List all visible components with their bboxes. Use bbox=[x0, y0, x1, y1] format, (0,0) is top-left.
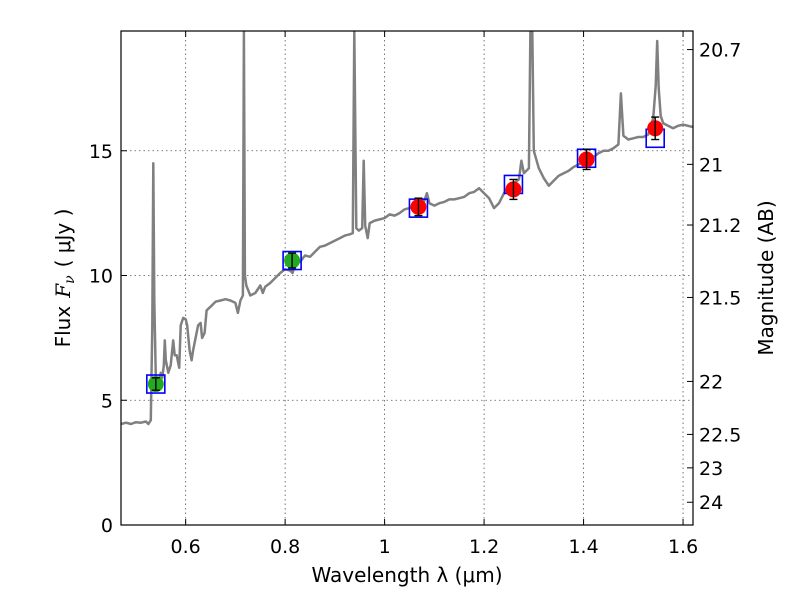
plot-frame bbox=[120, 30, 694, 526]
y-tick-label: 5 bbox=[101, 390, 113, 412]
right-tick-label: 24 bbox=[699, 492, 723, 514]
y-tick-label: 15 bbox=[89, 141, 113, 163]
y-axis-label-right: Magnitude (AB) bbox=[754, 200, 778, 355]
x-tick-label: 1.4 bbox=[568, 536, 598, 558]
model-photometry-square bbox=[282, 250, 302, 271]
observed-photometry-series bbox=[147, 116, 664, 393]
y-axis-label-unit: ( μJy ) bbox=[51, 209, 75, 268]
right-tick-label: 22.5 bbox=[699, 424, 741, 446]
spectrum-series bbox=[121, 31, 693, 426]
grid-lines bbox=[121, 31, 693, 525]
right-tick-label: 21 bbox=[699, 154, 723, 176]
spectrum-line bbox=[121, 31, 693, 426]
x-tick-label: 1.2 bbox=[469, 536, 499, 558]
right-tick-label: 21.2 bbox=[699, 215, 741, 237]
x-axis-label: Wavelength λ (μm) bbox=[311, 563, 502, 587]
y-tick-label: 0 bbox=[101, 515, 113, 537]
x-tick-label: 0.6 bbox=[171, 536, 201, 558]
x-tick-label: 1 bbox=[379, 536, 391, 558]
model-photometry-square bbox=[146, 374, 166, 394]
x-tick-label: 1.6 bbox=[668, 536, 698, 558]
y-axis-label-symbol: F bbox=[51, 283, 75, 299]
x-tick-label: 0.8 bbox=[270, 536, 300, 558]
axis-ticks: 0.6 0.8 1 1.2 1.4 1.6 0 5 10 15 20.7 21 21.2 21.5 22 22… bbox=[89, 31, 741, 558]
y-axis-label-subscript: ν bbox=[62, 275, 78, 284]
right-tick-label: 22 bbox=[699, 371, 723, 393]
right-tick-label: 20.7 bbox=[699, 40, 741, 62]
right-tick-label: 21.5 bbox=[699, 287, 741, 309]
right-tick-label: 23 bbox=[699, 458, 723, 480]
y-tick-label: 10 bbox=[89, 266, 113, 288]
model-photometry-series bbox=[146, 128, 665, 394]
y-axis-label: Flux Fν ( μJy ) bbox=[51, 209, 78, 348]
y-axis-label-prefix: Flux bbox=[51, 306, 75, 348]
